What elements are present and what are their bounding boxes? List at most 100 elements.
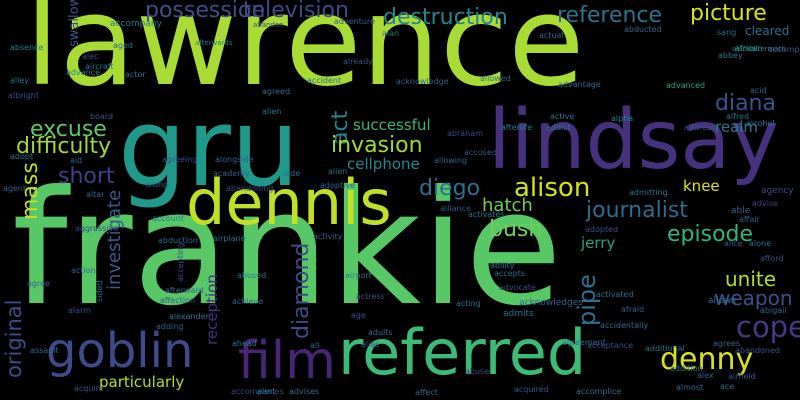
word-acknowledge: acknowledge — [396, 77, 449, 86]
word-adults: adults — [368, 328, 393, 337]
word-afterwards: afterwards — [195, 39, 233, 47]
word-ahead: ahead — [232, 339, 257, 348]
word-lawrence: lawrence — [25, 0, 585, 114]
word-ace: ace — [720, 382, 735, 391]
word-actual: actual — [539, 31, 564, 40]
word-agreement: agreement — [562, 338, 606, 347]
word-allowing: allowing — [434, 156, 468, 165]
word-cellphone: cellphone — [347, 155, 420, 173]
word-excuse: excuse — [30, 117, 107, 142]
word-affect: affect — [415, 388, 438, 397]
word-addict: addict — [546, 123, 571, 132]
word-alarm: alarm — [68, 306, 91, 315]
word-activity: activity — [313, 232, 343, 241]
word-agent: agent — [3, 184, 27, 193]
word-investigate: investigate — [104, 189, 125, 290]
word-agreeing: agreeing — [162, 155, 198, 164]
word-alec: alec — [82, 52, 99, 61]
word-allows: allows — [708, 296, 737, 306]
word-alert: alert — [257, 387, 276, 396]
word-activates: activates — [468, 210, 505, 219]
word-acceptance: acceptance — [587, 341, 634, 350]
word-altar: altar — [86, 190, 105, 199]
word-accidentally: accidentally — [600, 321, 649, 330]
word-alice: alice — [724, 239, 743, 248]
word-adventure: adventure — [334, 17, 375, 26]
word-short: short — [58, 164, 115, 189]
word-advanced: advanced — [666, 81, 706, 90]
word-bush: bush — [489, 217, 543, 242]
word-invasion: invasion — [331, 133, 423, 158]
word-address: address — [684, 123, 716, 132]
word-board: board — [90, 112, 114, 121]
word-knee: knee — [683, 177, 720, 195]
word-reference: reference — [557, 3, 663, 28]
word-sang: sang — [717, 28, 737, 37]
word-admits: admits — [503, 309, 534, 319]
word-alias: alias — [361, 340, 380, 349]
word-abandoning: abandoning — [226, 184, 274, 193]
word-albright: albright — [8, 91, 39, 100]
word-abduction: abduction — [158, 236, 198, 245]
word-accompanied: accompanied — [768, 45, 800, 54]
word-particularly: particularly — [99, 373, 185, 391]
word-advocate: advocate — [499, 283, 536, 292]
word-accused: accused — [464, 148, 497, 157]
word-actor: actor — [125, 70, 146, 79]
word-abandon: abandon — [253, 21, 284, 29]
word-african: african — [735, 44, 763, 53]
word-weapon: weapon — [714, 286, 793, 310]
word-unite: unite — [725, 267, 777, 291]
word-accompanies: accompanies — [231, 387, 284, 396]
word-abbey: abbey — [718, 51, 743, 60]
word-alpha: alpha — [611, 114, 634, 123]
word-original: original — [2, 299, 26, 379]
word-affair: affair — [739, 215, 760, 224]
word-abused: abused — [237, 271, 267, 280]
word-jerry: jerry — [581, 234, 616, 252]
word-age: age — [351, 311, 366, 320]
word-aged: aged — [113, 41, 133, 50]
word-acquired: acquired — [514, 385, 549, 394]
word-academy: academy — [213, 169, 250, 178]
word-alongside: alongside — [215, 155, 254, 164]
word-frankie: frankie — [12, 157, 563, 341]
word-assault: assault — [30, 346, 59, 355]
word-possession: possession — [145, 0, 266, 23]
word-gru: gru — [118, 86, 300, 211]
word-accepting: accepting — [176, 242, 185, 282]
word-advise: advise — [752, 199, 779, 208]
word-acting: acting — [456, 299, 481, 308]
word-episode: episode — [667, 222, 754, 247]
word-adding: adding — [156, 322, 184, 331]
word-afraid: afraid — [621, 305, 645, 314]
word-dennis: dennis — [186, 166, 392, 239]
word-diego: diego — [419, 176, 481, 201]
word-aggressive: aggressive — [75, 224, 119, 233]
word-alexander: alexander — [169, 312, 209, 321]
word-afford: afford — [760, 254, 784, 263]
word-afterward: afterward — [165, 286, 204, 295]
word-accepts: accepts — [494, 269, 526, 278]
word-lindsay: lindsay — [488, 93, 780, 188]
word-alien: alien — [262, 107, 282, 116]
word-advises: advises — [289, 387, 320, 396]
word-actress: actress — [356, 292, 385, 301]
word-able: able — [731, 206, 751, 216]
word-adopted: adopted — [585, 225, 619, 234]
word-additional: additional — [645, 344, 685, 353]
word-alien: alien — [328, 167, 348, 176]
word-acquire: acquire — [74, 384, 104, 393]
word-reception: reception — [203, 274, 221, 345]
word-advance: advance — [66, 68, 101, 77]
word-television: television — [243, 0, 349, 23]
word-alcohol: alcohol — [746, 119, 775, 128]
word-admitting: admitting — [629, 188, 668, 197]
word-allowed: allowed — [480, 74, 511, 83]
word-acid: acid — [750, 86, 767, 95]
word-alfred: alfred — [726, 112, 750, 121]
word-goblin: goblin — [46, 323, 194, 379]
word-active: active — [550, 112, 575, 121]
word-agree: agree — [27, 279, 50, 288]
